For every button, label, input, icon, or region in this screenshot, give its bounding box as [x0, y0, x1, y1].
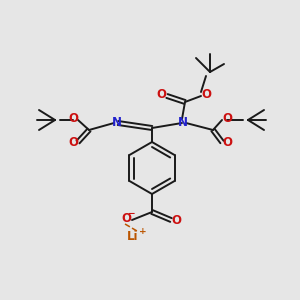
Text: O: O	[156, 88, 166, 101]
Text: O: O	[121, 212, 131, 226]
Text: O: O	[171, 214, 181, 226]
Text: O: O	[222, 136, 232, 149]
Text: N: N	[178, 116, 188, 130]
Text: O: O	[68, 136, 78, 149]
Text: Li: Li	[127, 230, 139, 244]
Text: −: −	[127, 208, 135, 217]
Text: O: O	[201, 88, 211, 101]
Text: N: N	[112, 116, 122, 130]
Text: +: +	[139, 227, 147, 236]
Text: O: O	[68, 112, 78, 125]
Text: O: O	[222, 112, 232, 125]
